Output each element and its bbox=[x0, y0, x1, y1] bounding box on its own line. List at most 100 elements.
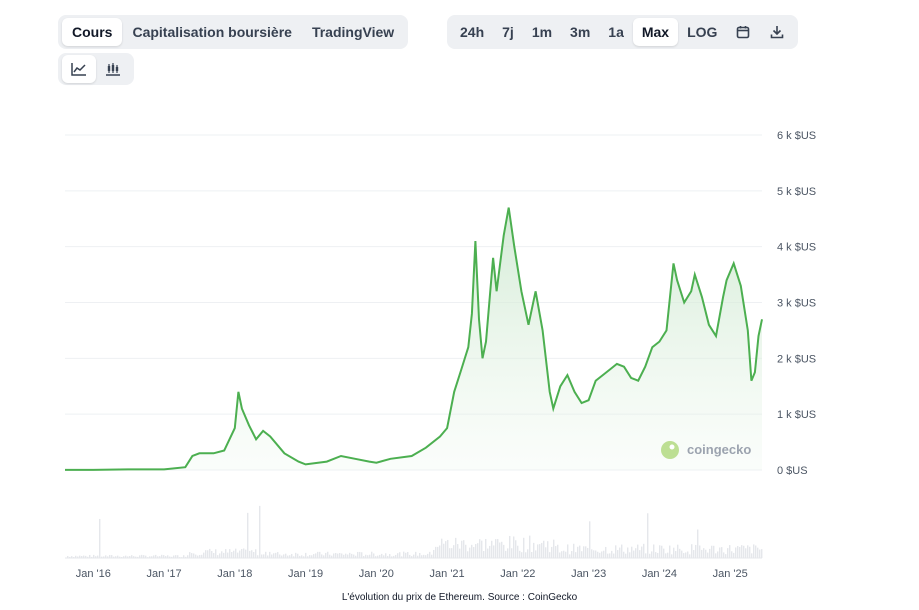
range-1m[interactable]: 1m bbox=[531, 24, 553, 40]
volume-bar bbox=[687, 551, 689, 558]
line-chart-button[interactable] bbox=[62, 55, 96, 83]
volume-bar bbox=[97, 555, 99, 558]
download-button[interactable] bbox=[760, 18, 794, 46]
volume-bar bbox=[143, 555, 145, 558]
volume-bar bbox=[653, 544, 655, 558]
volume-bar bbox=[335, 553, 337, 558]
volume-bar bbox=[183, 555, 185, 558]
volume-bar bbox=[77, 556, 79, 558]
y-tick-label: 2 k $US bbox=[777, 353, 816, 365]
volume-bar bbox=[541, 542, 543, 558]
tab-cours[interactable]: Cours bbox=[62, 18, 123, 46]
volume-bar bbox=[677, 544, 679, 558]
volume-bar bbox=[591, 549, 593, 558]
volume-bar bbox=[381, 553, 383, 558]
volume-bar bbox=[723, 552, 725, 558]
volume-bar bbox=[327, 551, 329, 558]
volume-bar bbox=[201, 554, 203, 558]
volume-bar bbox=[357, 551, 359, 558]
volume-bar bbox=[517, 545, 519, 558]
x-tick-label: Jan '16 bbox=[76, 568, 111, 580]
volume-bar bbox=[291, 553, 293, 558]
volume-bar bbox=[607, 553, 609, 558]
volume-bar bbox=[171, 556, 173, 558]
volume-bar bbox=[317, 551, 319, 558]
volume-bar bbox=[557, 544, 559, 558]
volume-bar bbox=[149, 556, 151, 558]
volume-bar bbox=[659, 545, 661, 558]
volume-bar bbox=[229, 549, 231, 558]
volume-bar bbox=[549, 552, 551, 558]
price-line bbox=[65, 207, 763, 471]
volume-bar bbox=[73, 557, 75, 558]
range-3m[interactable]: 3m bbox=[570, 24, 591, 40]
volume-bar bbox=[179, 557, 181, 558]
volume-bar bbox=[161, 554, 163, 558]
volume-bar bbox=[561, 551, 563, 558]
volume-bar bbox=[535, 550, 537, 558]
volume-bar bbox=[759, 549, 761, 558]
volume-bar bbox=[629, 552, 631, 558]
volume-bar bbox=[99, 518, 101, 558]
line-chart-icon bbox=[71, 63, 86, 76]
y-tick-label: 5 k $US bbox=[777, 186, 816, 198]
volume-bar bbox=[405, 552, 407, 558]
volume-bar bbox=[331, 555, 333, 558]
volume-bar bbox=[697, 529, 699, 558]
volume-bar bbox=[277, 552, 279, 558]
volume-bar bbox=[545, 547, 547, 558]
range-7d[interactable]: 7j bbox=[502, 24, 514, 40]
volume-bar bbox=[449, 548, 451, 558]
range-24h[interactable]: 24h bbox=[460, 24, 485, 40]
volume-bar bbox=[685, 552, 687, 558]
volume-bar bbox=[139, 555, 141, 558]
volume-bar bbox=[751, 553, 753, 558]
volume-bar bbox=[79, 555, 81, 558]
volume-bar bbox=[83, 555, 85, 558]
volume-bar bbox=[107, 556, 109, 558]
volume-bar bbox=[379, 554, 381, 558]
volume-bar bbox=[199, 554, 201, 558]
range-1y[interactable]: 1a bbox=[608, 24, 624, 40]
volume-bar bbox=[569, 554, 571, 558]
volume-bar bbox=[245, 549, 247, 558]
volume-bar bbox=[495, 539, 497, 558]
volume-bar bbox=[729, 545, 731, 558]
volume-bar bbox=[679, 548, 681, 558]
volume-bar bbox=[543, 540, 545, 558]
volume-bar bbox=[129, 556, 131, 558]
range-max[interactable]: Max bbox=[632, 18, 679, 46]
candlestick-button[interactable] bbox=[96, 55, 130, 83]
chart-style-toggle bbox=[58, 53, 134, 85]
volume-bar bbox=[415, 551, 417, 558]
volume-bar bbox=[461, 540, 463, 558]
volume-bar bbox=[281, 555, 283, 558]
volume-bar bbox=[355, 555, 357, 558]
calendar-button[interactable] bbox=[726, 18, 760, 46]
volume-bar bbox=[533, 542, 535, 558]
volume-bar bbox=[81, 556, 83, 558]
volume-bar bbox=[155, 554, 157, 558]
volume-bar bbox=[603, 550, 605, 558]
x-tick-label: Jan '19 bbox=[288, 568, 323, 580]
volume-bar bbox=[661, 545, 663, 558]
volume-bar bbox=[601, 551, 603, 558]
volume-bar bbox=[633, 550, 635, 558]
volume-bar bbox=[113, 556, 115, 558]
log-scale-toggle[interactable]: LOG bbox=[687, 24, 718, 40]
volume-bar bbox=[383, 555, 385, 558]
volume-bar bbox=[527, 549, 529, 558]
volume-bar bbox=[177, 555, 179, 558]
tab-capitalisation[interactable]: Capitalisation boursière bbox=[132, 24, 292, 40]
volume-bar bbox=[137, 556, 139, 558]
volume-bar bbox=[407, 552, 409, 558]
tab-tradingview[interactable]: TradingView bbox=[311, 24, 395, 40]
volume-bar bbox=[259, 505, 261, 558]
volume-bar bbox=[411, 556, 413, 558]
volume-bar bbox=[333, 553, 335, 558]
volume-bar bbox=[675, 551, 677, 558]
volume-bar bbox=[587, 547, 589, 558]
volume-bar bbox=[721, 547, 723, 558]
figure-caption: L'évolution du prix de Ethereum. Source … bbox=[341, 592, 578, 603]
volume-bar bbox=[223, 552, 225, 558]
